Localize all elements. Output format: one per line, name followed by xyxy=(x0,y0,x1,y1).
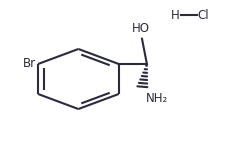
Text: H: H xyxy=(171,9,180,21)
Text: HO: HO xyxy=(132,22,150,35)
Text: Cl: Cl xyxy=(197,9,209,21)
Text: Br: Br xyxy=(23,58,36,70)
Text: NH₂: NH₂ xyxy=(146,92,168,105)
